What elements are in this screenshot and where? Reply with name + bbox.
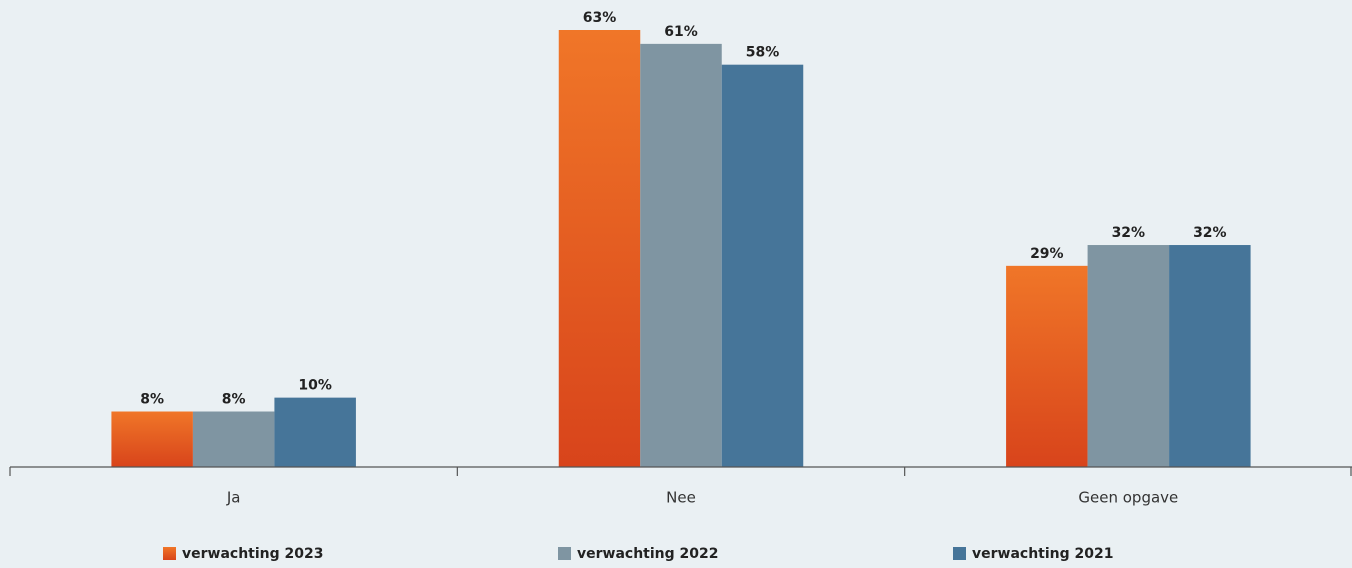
x-tick-label: Nee (666, 489, 696, 507)
bar (111, 411, 193, 467)
bar (1169, 245, 1251, 467)
legend-swatch (558, 547, 571, 560)
legend-label: verwachting 2022 (577, 546, 719, 562)
bar (274, 397, 356, 467)
value-label: 58% (746, 45, 780, 61)
value-label: 63% (583, 10, 617, 26)
legend-label: verwachting 2023 (182, 546, 324, 562)
value-label: 8% (140, 392, 164, 408)
value-label: 10% (298, 378, 332, 394)
x-tick-label: Ja (226, 489, 241, 507)
value-label: 29% (1030, 246, 1064, 262)
value-label: 32% (1112, 225, 1146, 241)
legend-swatch (163, 547, 176, 560)
legend-label: verwachting 2021 (972, 546, 1114, 562)
bar (1087, 245, 1170, 467)
x-tick-label: Geen opgave (1078, 489, 1178, 507)
bar (192, 411, 275, 467)
bar (721, 64, 804, 467)
bar (1006, 265, 1088, 467)
value-label: 32% (1193, 225, 1227, 241)
value-label: 8% (222, 392, 246, 408)
bar (640, 43, 722, 467)
legend-swatch (953, 547, 966, 560)
value-label: 61% (664, 24, 698, 40)
bar (558, 30, 641, 467)
